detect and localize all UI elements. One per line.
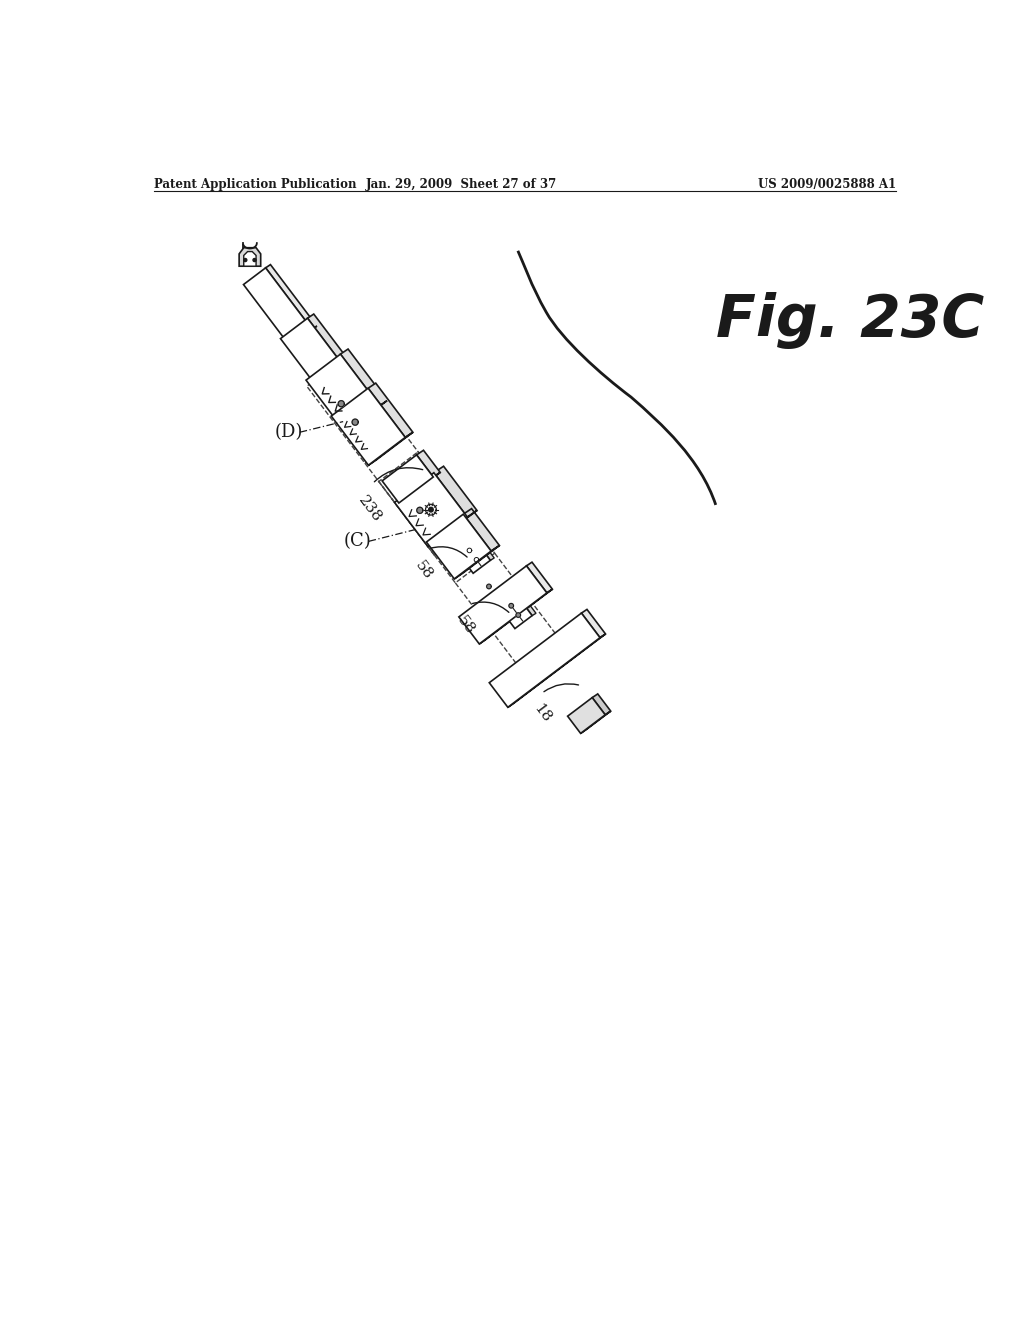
Polygon shape [399,473,440,503]
Text: (D): (D) [275,424,303,441]
Polygon shape [474,557,479,562]
Polygon shape [455,545,500,579]
Polygon shape [429,507,433,512]
Polygon shape [313,356,346,381]
Polygon shape [417,450,440,477]
Polygon shape [306,354,380,432]
Polygon shape [244,259,247,261]
Polygon shape [417,507,423,513]
Polygon shape [581,711,610,734]
Polygon shape [340,348,387,405]
Polygon shape [352,418,358,425]
Text: 58: 58 [455,614,477,638]
Polygon shape [567,697,605,734]
Polygon shape [514,590,536,615]
Polygon shape [244,252,256,267]
Polygon shape [368,383,413,437]
Polygon shape [516,612,520,618]
Text: (C): (C) [344,532,372,550]
Polygon shape [426,515,492,579]
Polygon shape [434,466,477,517]
Polygon shape [509,603,513,609]
Text: 238: 238 [355,492,384,524]
Polygon shape [240,248,261,267]
Polygon shape [486,585,492,589]
Polygon shape [467,548,472,553]
Polygon shape [463,508,500,550]
Polygon shape [345,401,387,432]
Polygon shape [526,562,552,593]
Polygon shape [331,388,406,465]
Polygon shape [382,455,433,503]
Polygon shape [290,326,316,346]
Polygon shape [592,694,610,715]
Text: US 2009/0025888 A1: US 2009/0025888 A1 [758,178,896,190]
Polygon shape [281,318,340,381]
Polygon shape [426,504,436,515]
Polygon shape [307,314,346,362]
Polygon shape [459,566,547,644]
Text: Patent Application Publication: Patent Application Publication [154,178,356,190]
Polygon shape [244,268,312,346]
Text: 18: 18 [530,702,553,726]
Polygon shape [369,432,413,465]
Polygon shape [489,612,600,708]
Polygon shape [265,264,316,329]
Polygon shape [253,259,256,261]
Polygon shape [428,511,477,546]
Polygon shape [508,634,605,708]
Polygon shape [394,473,467,546]
Text: 58: 58 [413,558,435,582]
Polygon shape [479,589,552,644]
Polygon shape [498,593,532,628]
Text: Jan. 29, 2009  Sheet 27 of 37: Jan. 29, 2009 Sheet 27 of 37 [366,178,557,190]
Polygon shape [338,401,344,407]
Text: Fig. 23C: Fig. 23C [716,292,984,348]
Polygon shape [582,610,605,638]
Polygon shape [456,537,490,573]
Polygon shape [473,535,495,560]
